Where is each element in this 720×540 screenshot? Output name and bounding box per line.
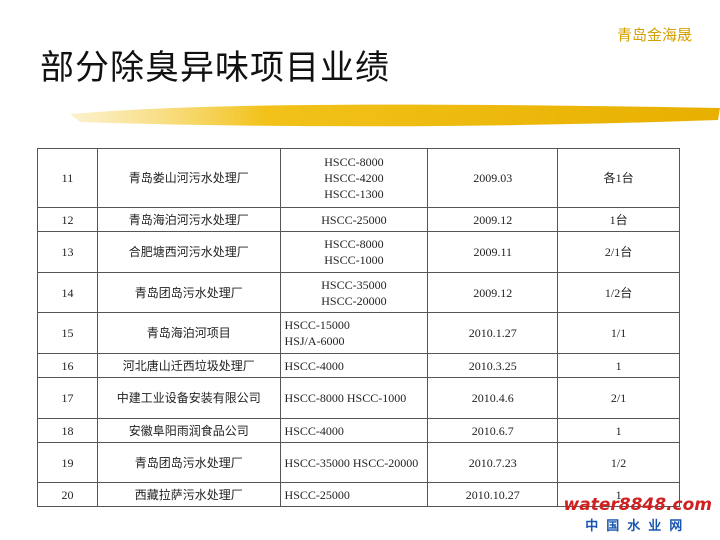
project-name: 青岛团岛污水处理厂 [96,272,281,313]
quantity: 1 [557,353,680,378]
row-number: 20 [37,482,98,507]
project-name: 安徽阜阳雨润食品公司 [96,418,281,443]
title: 部分除臭异味项目业绩 [40,48,390,88]
model-line: HSCC-1000 [324,253,384,267]
row-number: 17 [37,377,98,419]
quantity: 1台 [557,207,680,232]
project-name: 西藏拉萨污水处理厂 [96,482,281,507]
quantity: 1 [557,418,680,443]
model-line: HSJ/A-6000 [284,334,345,348]
model-line: HSCC-8000 HSCC-1000 [284,391,407,405]
quantity: 1/2台 [557,272,680,313]
model-line: HSCC-4000 [284,423,344,438]
model: HSCC-4000 [279,353,429,378]
model-line: HSCC-1300 [324,187,384,201]
row-number: 12 [37,207,98,232]
date: 2010.10.27 [427,482,559,507]
table-row: 11 青岛娄山河污水处理厂 HSCC-8000 HSCC-4200 HSCC-1300 2… [37,148,680,208]
model-line: HSCC-35000 HSCC-20000 [284,455,419,470]
project-name: 青岛海泊河污水处理厂 [96,207,281,232]
brush-stroke [70,104,720,127]
model: HSCC-8000 HSCC-1000 [279,231,429,273]
model-line: HSCC-8000 [324,237,384,251]
project-name: 中建工业设备安装有限公司 [96,377,281,419]
model: HSCC-35000 HSCC-20000 [279,442,429,483]
row-number: 14 [37,272,98,313]
project-name: 合肥塘西河污水处理厂 [96,231,281,273]
date: 2009.12 [427,272,559,313]
model-line: HSCC-35000 [321,277,387,292]
table-row: 20 西藏拉萨污水处理厂 HSCC-25000 2010.10.27 1 [37,482,680,507]
model-line: HSCC-25000 [321,212,387,227]
quantity: 1 [557,482,680,507]
row-number: 19 [37,442,98,483]
model-line: HSCC-15000 [284,318,350,332]
quantity: 2/1台 [557,231,680,273]
model-line: HSCC-8000 [324,155,384,169]
watermark-site: water8848.com [563,495,712,515]
model-line: HSCC-25000 [284,487,350,502]
model: HSCC-15000 HSJ/A-6000 [279,312,429,354]
model: HSCC-8000 HSCC-4200 HSCC-1300 [279,148,429,208]
model-line: HSCC-20000 [321,293,387,308]
model: HSCC-25000 [279,207,429,232]
table-row: 13 合肥塘西河污水处理厂 HSCC-8000 HSCC-1000 2009.11 2/1… [37,231,680,273]
quantity: 各1台 [557,148,680,208]
watermark-name: 中国水业网 [585,519,691,534]
row-number: 16 [37,353,98,378]
model-line: HSCC-4200 [324,171,384,185]
row-number: 13 [37,231,98,273]
row-number: 18 [37,418,98,443]
model: HSCC-35000 HSCC-20000 [279,272,429,313]
quantity: 2/1 [557,377,680,419]
date: 2010.7.23 [427,442,559,483]
row-number: 11 [37,148,98,208]
table-row: 19 青岛团岛污水处理厂 HSCC-35000 HSCC-20000 2010.7.2… [37,442,680,483]
table-row: 14 青岛团岛污水处理厂 HSCC-35000 HSCC-20000 2009.12 1/… [37,272,680,313]
date: 2010.3.25 [427,353,559,378]
model: HSCC-4000 [279,418,429,443]
quantity: 1/2 [557,442,680,483]
quantity: 1/1 [557,312,680,354]
brand: 青岛金海晟 [616,26,692,44]
model: HSCC-25000 [279,482,429,507]
project-name: 青岛团岛污水处理厂 [96,442,281,483]
project-name: 青岛娄山河污水处理厂 [96,148,281,208]
table-row: 12 青岛海泊河污水处理厂 HSCC-25000 2009.12 1台 [37,207,680,232]
table-row: 18 安徽阜阳雨润食品公司 HSCC-4000 2010.6.7 1 [37,418,680,443]
table-row: 15 青岛海泊河项目 HSCC-15000 HSJ/A-6000 2010.1.27 1/… [37,312,680,354]
table-row: 17 中建工业设备安装有限公司 HSCC-8000 HSCC-1000 2010.4.… [37,377,680,419]
model-line: HSCC-4000 [284,358,344,373]
project-name: 河北唐山迁西垃圾处理厂 [96,353,281,378]
table-row: 16 河北唐山迁西垃圾处理厂 HSCC-4000 2010.3.25 1 [37,353,680,378]
date: 2010.1.27 [427,312,559,354]
results-table: 11 青岛娄山河污水处理厂 HSCC-8000 HSCC-4200 HSCC-1300 2… [37,148,680,507]
watermark: water8848.com 中国水业网 [564,495,712,534]
date: 2009.11 [427,231,559,273]
row-number: 15 [37,312,98,354]
date: 2009.12 [427,207,559,232]
date: 2010.6.7 [427,418,559,443]
date: 2009.03 [427,148,559,208]
model: HSCC-8000 HSCC-1000 [279,377,429,419]
date: 2010.4.6 [427,377,559,419]
project-name: 青岛海泊河项目 [96,312,281,354]
